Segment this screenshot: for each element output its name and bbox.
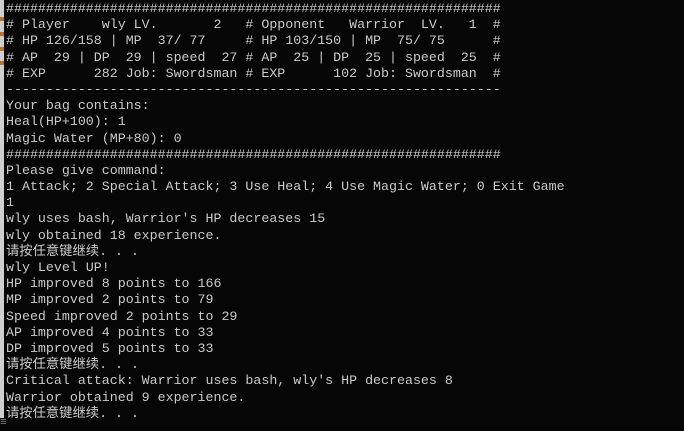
scrollbar-marker-icon	[0, 61, 4, 65]
console-line-press-any-key: 请按任意键继续. . .	[6, 405, 139, 421]
console-line-press-any-key: 请按任意键继续. . .	[6, 243, 139, 259]
console-line-log-opponent-exp: Warrior obtained 9 experience.	[6, 389, 246, 405]
console-line-ap-improved: AP improved 4 points to 33	[6, 324, 214, 340]
console-line-mp-improved: MP improved 2 points to 79	[6, 292, 214, 308]
console-line-names-levels: # Player wly LV. 2 # Opponent Warrior LV…	[6, 17, 501, 33]
menu-lines-icon: ≡	[0, 417, 7, 429]
console-line-log-exp: wly obtained 18 experience.	[6, 227, 222, 243]
scrollbar-marker-icon	[0, 17, 4, 21]
console-line-command-input: 1	[6, 195, 14, 211]
background-scrollbar-sliver[interactable]	[0, 0, 4, 418]
console-line-log-critical: Critical attack: Warrior uses bash, wly'…	[6, 373, 453, 389]
console-line-exp-job: # EXP 282 Job: Swordsman # EXP 102 Job: …	[6, 65, 501, 81]
console-line-hp-improved: HP improved 8 points to 166	[6, 276, 222, 292]
console-line-log-attack: wly uses bash, Warrior's HP decreases 15	[6, 211, 326, 227]
console-line-command-prompt: Please give command:	[6, 162, 166, 178]
console-line-ap-dp-speed: # AP 29 | DP 29 | speed 27 # AP 25 | DP …	[6, 49, 501, 65]
console-line-hash-border: ########################################…	[6, 1, 501, 16]
console-line-bag-heal: Heal(HP+100): 1	[6, 114, 126, 130]
console-line-hash-border: ########################################…	[6, 146, 501, 162]
console-line-level-up: wly Level UP!	[6, 260, 110, 275]
console-line-speed-improved: Speed improved 2 points to 29	[6, 308, 238, 324]
scrollbar-marker-icon	[0, 32, 4, 36]
console-line-bag-magic-water: Magic Water (MP+80): 0	[6, 130, 182, 146]
console-window[interactable]: ########################################…	[6, 1, 682, 422]
console-line-dp-improved: DP improved 5 points to 33	[6, 340, 214, 356]
console-line-command-menu: 1 Attack; 2 Special Attack; 3 Use Heal; …	[6, 179, 565, 195]
console-line-dash-divider: ----------------------------------------…	[6, 81, 501, 97]
console-line-press-any-key: 请按任意键继续. . .	[6, 357, 139, 373]
console-line-bag-header: Your bag contains:	[6, 98, 150, 114]
console-line-hp-mp: # HP 126/158 | MP 37/ 77 # HP 103/150 | …	[6, 33, 501, 49]
scrollbar-marker-icon	[0, 47, 4, 51]
